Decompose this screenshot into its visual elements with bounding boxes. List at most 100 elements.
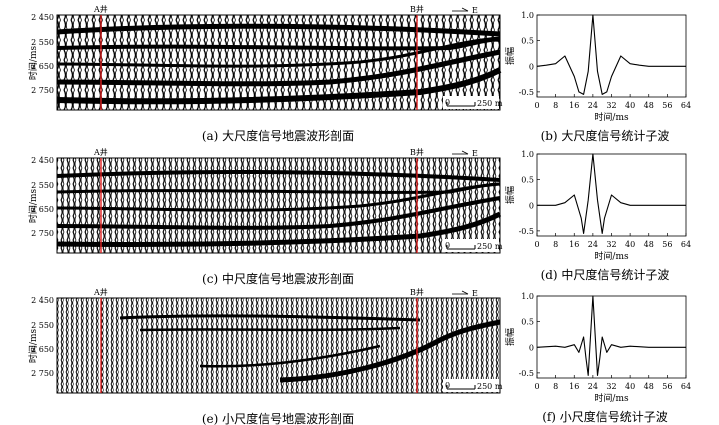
- x-tick-label: 32: [606, 240, 616, 249]
- reflector: [199, 344, 381, 368]
- x-tick-label: 16: [569, 382, 579, 391]
- reflector: [56, 49, 501, 87]
- x-tick-label: 64: [681, 101, 691, 110]
- scale-zero-label: 0: [445, 98, 450, 107]
- reflector: [56, 182, 501, 212]
- y-tick-label: 1.0: [521, 150, 534, 159]
- x-axis-label: 时间/ms: [594, 111, 629, 123]
- direction-arrow-icon: [461, 150, 469, 155]
- seismic-labels-0: A井 B井 E 2 450 2 550 2 650 2 750 时间/ms 0 250 m (a) …: [27, 4, 503, 143]
- y-tick-label: 0.5: [521, 176, 534, 185]
- x-axis-label: 时间/ms: [594, 250, 629, 262]
- scale-label: 250 m: [477, 242, 503, 251]
- y-axis-label: 振幅: [504, 328, 516, 346]
- reflector: [56, 23, 501, 37]
- y-axis-label: 振幅: [504, 186, 516, 204]
- direction-label: E: [472, 6, 478, 15]
- x-tick-label: 56: [662, 240, 672, 249]
- x-tick-label: 64: [681, 382, 691, 391]
- x-tick-label: 16: [569, 240, 579, 249]
- x-tick-label: 40: [625, 101, 635, 110]
- wavelet-curve: [536, 14, 686, 95]
- y-tick-label: 2 650: [31, 205, 54, 214]
- y-tick-label: 0: [529, 201, 534, 210]
- well-b-label: B井: [410, 287, 424, 297]
- y-tick-label: 1.0: [521, 292, 534, 301]
- panel-caption: (f) 小尺度信号统计子波: [542, 409, 668, 424]
- seismic-labels-1: A井 B井 E 2 450 2 550 2 650 2 750 时间/ms 0 250 m (c) …: [27, 147, 503, 286]
- x-tick-label: 48: [644, 382, 654, 391]
- x-tick-label: 24: [588, 382, 598, 391]
- x-tick-label: 8: [553, 101, 558, 110]
- y-axis-label: 时间/ms: [27, 189, 39, 224]
- y-tick-label: -0.5: [519, 227, 534, 236]
- x-tick-label: 32: [606, 382, 616, 391]
- x-tick-label: 24: [588, 240, 598, 249]
- y-axis-label: 时间/ms: [27, 46, 39, 81]
- plot-frame: [536, 14, 687, 98]
- y-tick-label: 2 650: [31, 62, 54, 71]
- direction-arrow-icon: [461, 7, 469, 12]
- x-tick-label: 40: [625, 382, 635, 391]
- x-tick-label: 0: [534, 382, 539, 391]
- y-tick-label: 2 650: [31, 345, 54, 354]
- well-a-label: A井: [93, 4, 108, 14]
- reflector: [56, 37, 501, 51]
- direction-label: E: [472, 149, 478, 158]
- y-tick-label: 2 750: [31, 229, 54, 238]
- panel-caption: (e) 小尺度信号地震波形剖面: [202, 411, 354, 425]
- x-tick-label: 40: [625, 240, 635, 249]
- reflector: [56, 170, 501, 182]
- scale-label: 250 m: [477, 382, 503, 391]
- x-tick-label: 8: [553, 240, 558, 249]
- x-tick-label: 16: [569, 101, 579, 110]
- x-tick-label: 0: [534, 101, 539, 110]
- y-tick-label: -0.5: [519, 369, 534, 378]
- y-tick-label: 2 450: [31, 296, 54, 305]
- plot-frame: [536, 295, 687, 379]
- reflector: [56, 67, 502, 105]
- well-a-label: A井: [93, 287, 108, 297]
- y-tick-label: 2 750: [31, 369, 54, 378]
- direction-label: E: [472, 289, 478, 298]
- x-tick-label: 24: [588, 101, 598, 110]
- y-tick-label: 0.5: [521, 318, 534, 327]
- y-tick-label: 0: [529, 343, 534, 352]
- reflector: [56, 36, 501, 68]
- seismic-panel-c: [56, 157, 502, 254]
- seismic-panel-e: [56, 297, 501, 394]
- wavelet-curve: [537, 153, 686, 234]
- scale-zero-label: 0: [445, 241, 450, 250]
- reflector: [119, 314, 421, 322]
- x-tick-label: 8: [553, 382, 558, 391]
- x-axis-label: 时间/ms: [594, 392, 629, 404]
- y-axis-label: 振幅: [504, 47, 516, 65]
- reflector: [139, 326, 401, 332]
- y-axis-label: 时间/ms: [27, 329, 39, 364]
- y-tick-label: 0: [529, 62, 534, 71]
- well-b-label: B井: [410, 147, 424, 157]
- well-b-label: B井: [410, 4, 424, 14]
- y-tick-label: 0.5: [521, 37, 534, 46]
- y-tick-label: 2 550: [31, 38, 54, 47]
- x-tick-label: 56: [662, 382, 672, 391]
- y-tick-label: 2 550: [31, 181, 54, 190]
- x-tick-label: 32: [606, 101, 616, 110]
- well-a-label: A井: [93, 147, 108, 157]
- seismic-labels-2: A井 B井 E 2 450 2 550 2 650 2 750 时间/ms 0 250 m (e) …: [27, 287, 503, 425]
- reflector: [56, 196, 501, 230]
- panel-caption: (c) 中尺度信号地震波形剖面: [202, 271, 354, 286]
- x-tick-label: 56: [662, 101, 672, 110]
- direction-arrow-icon: [461, 290, 469, 295]
- y-tick-label: 2 750: [31, 86, 54, 95]
- x-tick-label: 0: [534, 240, 539, 249]
- panel-caption: (b) 大尺度信号统计子波: [541, 128, 670, 143]
- panel-caption: (a) 大尺度信号地震波形剖面: [202, 128, 354, 143]
- x-tick-label: 48: [644, 240, 654, 249]
- y-tick-label: 2 450: [31, 13, 54, 22]
- reflector: [279, 319, 501, 383]
